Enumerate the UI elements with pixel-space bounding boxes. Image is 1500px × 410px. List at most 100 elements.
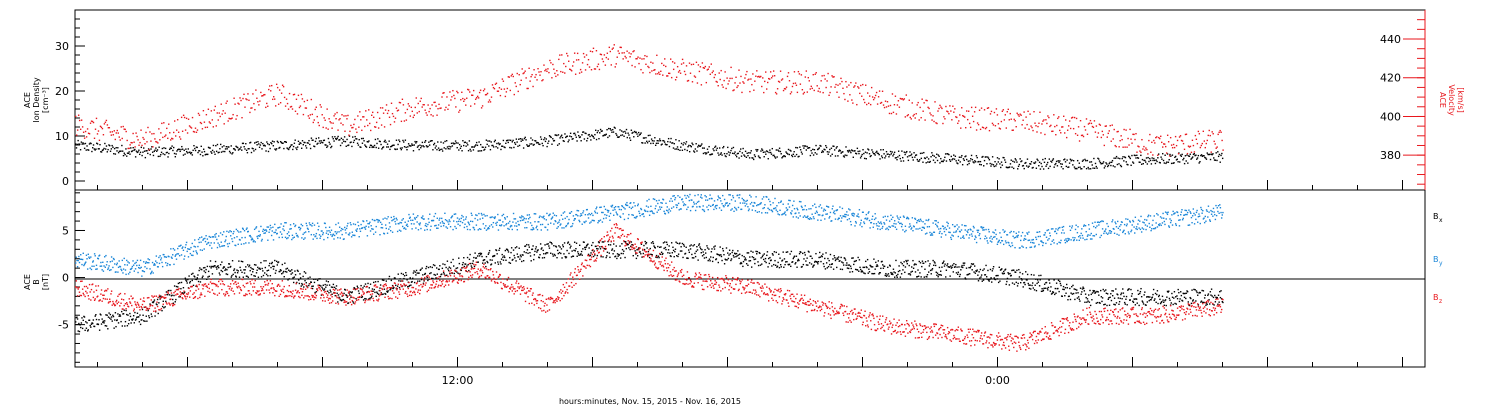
data-point	[799, 149, 802, 151]
data-point	[319, 142, 322, 144]
data-point	[698, 70, 701, 73]
data-point	[568, 60, 570, 62]
data-point	[283, 96, 286, 99]
data-point	[1088, 294, 1090, 296]
data-point	[506, 87, 509, 90]
data-point	[530, 260, 532, 262]
data-point	[105, 145, 108, 147]
data-point	[1130, 288, 1132, 291]
data-point	[714, 73, 716, 76]
data-point	[210, 110, 213, 112]
data-point	[761, 149, 764, 151]
data-point	[172, 298, 174, 301]
data-point	[504, 256, 506, 259]
data-point	[225, 235, 227, 238]
data-point	[741, 91, 743, 94]
data-point	[110, 316, 113, 318]
data-point	[79, 143, 81, 145]
data-point	[800, 74, 803, 76]
data-point	[621, 134, 624, 136]
data-point	[191, 116, 194, 119]
data-point	[361, 129, 363, 132]
data-point	[495, 82, 498, 84]
data-point	[1041, 165, 1043, 168]
data-point	[842, 155, 845, 157]
data-point	[264, 229, 266, 232]
data-point	[946, 153, 948, 155]
data-point	[149, 273, 152, 275]
data-point	[227, 266, 229, 269]
data-point	[239, 97, 241, 99]
data-point	[705, 153, 707, 155]
data-point	[454, 142, 456, 145]
data-point	[971, 158, 974, 161]
data-point	[178, 296, 180, 298]
data-point	[269, 85, 271, 87]
data-point	[174, 120, 176, 122]
data-point	[762, 254, 764, 256]
data-point	[323, 117, 325, 119]
data-point	[1215, 152, 1217, 154]
data-point	[365, 146, 368, 148]
data-point	[756, 250, 759, 253]
data-point	[456, 146, 458, 149]
data-point	[354, 223, 357, 226]
data-point	[630, 129, 633, 131]
data-point	[665, 65, 667, 68]
data-point	[1203, 297, 1206, 299]
data-point	[129, 153, 131, 155]
data-point	[630, 53, 632, 55]
data-point	[294, 274, 297, 276]
data-point	[681, 250, 683, 252]
data-point	[742, 265, 744, 268]
data-point	[488, 252, 490, 254]
data-point	[808, 262, 811, 264]
data-point	[313, 234, 315, 236]
data-point	[1202, 290, 1205, 292]
data-point	[1017, 282, 1019, 285]
data-point	[251, 268, 253, 270]
data-point	[672, 249, 675, 252]
data-point	[157, 142, 159, 144]
data-point	[567, 241, 570, 243]
data-point	[883, 265, 886, 268]
data-point	[1213, 157, 1215, 159]
data-point	[298, 282, 301, 285]
data-point	[879, 102, 882, 104]
data-point	[605, 256, 607, 259]
data-point	[135, 261, 137, 264]
data-point	[753, 154, 756, 156]
data-point	[488, 140, 491, 142]
data-point	[1212, 153, 1214, 155]
data-point	[83, 143, 85, 145]
data-point	[893, 271, 895, 273]
data-point	[296, 269, 299, 272]
data-point	[374, 291, 376, 294]
data-point	[345, 232, 347, 234]
data-point	[721, 154, 723, 156]
data-point	[751, 83, 753, 86]
data-point	[1062, 126, 1064, 128]
data-point	[138, 266, 140, 269]
data-point	[711, 71, 713, 74]
data-point	[774, 259, 776, 262]
data-point	[585, 54, 588, 56]
data-point	[1090, 161, 1093, 163]
data-point	[182, 287, 185, 289]
data-point	[597, 63, 600, 65]
data-point	[174, 301, 176, 303]
data-point	[387, 109, 390, 112]
data-point	[1065, 119, 1067, 121]
data-point	[201, 236, 203, 238]
data-point	[146, 150, 148, 152]
data-point	[723, 152, 726, 155]
data-point	[722, 250, 725, 252]
data-point	[1033, 289, 1036, 291]
data-point	[592, 241, 594, 244]
data-point	[1161, 295, 1164, 298]
data-point	[1151, 157, 1153, 159]
data-point	[662, 242, 665, 244]
data-point	[332, 138, 334, 140]
data-point	[373, 144, 376, 147]
